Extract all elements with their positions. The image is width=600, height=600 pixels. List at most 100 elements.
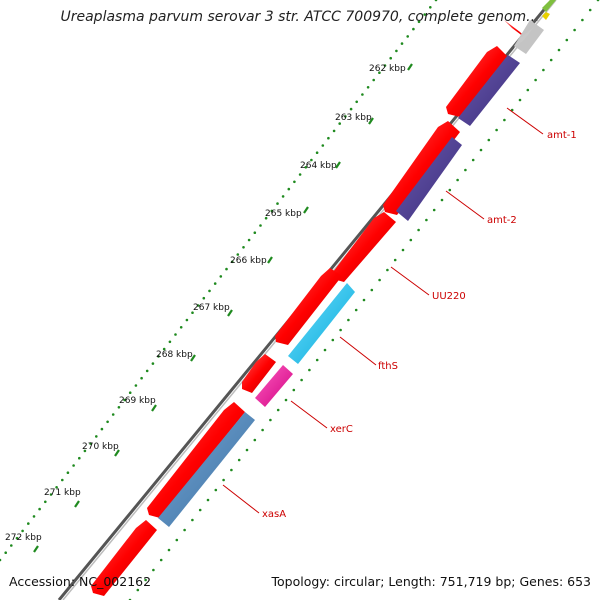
yellow-feature[interactable] bbox=[542, 12, 550, 20]
gene-xasA[interactable] bbox=[158, 412, 255, 527]
kbp-label-266: 266 kbp bbox=[230, 256, 267, 266]
label-fthS[interactable]: fthS bbox=[378, 361, 398, 372]
outer-tick-dot bbox=[434, 0, 438, 2]
outer-tick-dot bbox=[400, 42, 404, 45]
inner-tick-dot bbox=[581, 18, 584, 22]
kbp-tick-266 bbox=[267, 256, 273, 264]
inner-tick-dot bbox=[448, 188, 452, 192]
forward-gene-8[interactable] bbox=[91, 520, 157, 596]
leader-fthS bbox=[339, 336, 377, 366]
forward-gene-7[interactable] bbox=[147, 402, 245, 518]
outer-tick-dot bbox=[162, 347, 166, 351]
forward-gene-3[interactable] bbox=[383, 121, 460, 215]
outer-tick-dot bbox=[327, 136, 330, 140]
leader-xasA bbox=[222, 484, 260, 514]
inner-tick-dot bbox=[487, 138, 491, 142]
outer-tick-dot bbox=[230, 260, 234, 264]
kbp-tick-265 bbox=[303, 206, 309, 214]
leader-UU220 bbox=[390, 266, 430, 296]
reverse-strand-track bbox=[158, 27, 534, 527]
reverse-gene-grey[interactable] bbox=[514, 27, 534, 48]
outer-tick-dot bbox=[310, 158, 313, 162]
inner-tick-dot bbox=[292, 388, 296, 392]
gene-xerC[interactable] bbox=[255, 365, 293, 407]
outer-tick-dot bbox=[61, 478, 64, 482]
grey-feature[interactable] bbox=[514, 20, 544, 54]
inner-tick-dot bbox=[144, 578, 147, 582]
inner-tick-dot bbox=[417, 228, 420, 232]
outer-tick-dot bbox=[242, 246, 245, 249]
forward-gene-4[interactable] bbox=[333, 212, 396, 282]
outer-tick-dot bbox=[406, 35, 410, 38]
inner-tick-dot bbox=[401, 248, 405, 252]
kbp-tick-270 bbox=[114, 449, 120, 457]
inner-tick-dot bbox=[253, 438, 257, 442]
outer-tick-dot bbox=[332, 129, 336, 133]
inner-tick-dot bbox=[479, 148, 483, 152]
outer-tick-dot bbox=[174, 333, 177, 336]
outer-tick-dot bbox=[338, 122, 342, 125]
outer-tick-dot bbox=[315, 151, 319, 154]
inner-tick-dot bbox=[339, 328, 342, 332]
kbp-tick-271 bbox=[74, 500, 80, 508]
kbp-label-271: 271 kbp bbox=[44, 488, 81, 498]
kbp-label-264: 264 kbp bbox=[300, 161, 337, 171]
outer-tick-dot bbox=[344, 115, 347, 118]
label-xerC[interactable]: xerC bbox=[330, 424, 353, 435]
outer-tick-dot bbox=[293, 180, 296, 184]
green-feature[interactable] bbox=[542, 0, 556, 12]
outer-tick-dot bbox=[72, 464, 75, 467]
inner-tick-dot bbox=[284, 398, 288, 402]
inner-tick-dot bbox=[378, 278, 381, 282]
outer-tick-dot bbox=[389, 56, 393, 60]
inner-tick-dot bbox=[549, 58, 553, 62]
inner-tick-dot bbox=[300, 378, 303, 382]
outer-tick-dot bbox=[128, 391, 132, 395]
inner-tick-dot bbox=[393, 258, 397, 262]
inner-tick-dot bbox=[354, 308, 358, 312]
inner-tick-dot bbox=[315, 358, 319, 362]
outer-tick-dot bbox=[32, 515, 36, 518]
label-UU220[interactable]: UU220 bbox=[432, 291, 466, 302]
outer-tick-dot bbox=[44, 500, 47, 504]
kbp-label-268: 268 kbp bbox=[156, 350, 193, 360]
inner-tick-dot bbox=[557, 48, 561, 52]
kbp-tick-262 bbox=[407, 63, 413, 71]
inner-tick-dot bbox=[542, 68, 545, 72]
inner-tick-dot bbox=[518, 98, 522, 102]
outer-tick-dot bbox=[219, 275, 223, 278]
kbp-tick-268 bbox=[190, 354, 196, 362]
leader-amt-2 bbox=[445, 190, 485, 220]
gene-labels: amt-1 amt-2 UU220 fthS xerC xasA bbox=[222, 107, 577, 520]
outer-tick-dot bbox=[27, 522, 30, 525]
outer-tick-dot bbox=[0, 558, 2, 562]
gene-amt-1[interactable] bbox=[458, 55, 520, 126]
forward-gene-2[interactable] bbox=[446, 46, 507, 117]
outer-tick-dot bbox=[49, 493, 53, 496]
kbp-tick-267 bbox=[227, 309, 233, 317]
label-amt-1[interactable]: amt-1 bbox=[547, 130, 577, 141]
inner-tick-dot bbox=[440, 198, 444, 202]
forward-gene-5[interactable] bbox=[275, 268, 342, 345]
label-xasA[interactable]: xasA bbox=[262, 509, 286, 520]
inner-tick-dot bbox=[230, 468, 233, 472]
outer-tick-dot bbox=[247, 238, 251, 242]
outer-tick-dot bbox=[395, 49, 398, 53]
outer-tick-dot bbox=[10, 544, 13, 547]
inner-tick-dot bbox=[245, 448, 249, 452]
leader-amt-1 bbox=[506, 107, 544, 135]
genome-summary-text: Topology: circular; Length: 751,719 bp; … bbox=[271, 574, 592, 589]
outer-tick-dot bbox=[145, 369, 149, 373]
forward-gene-6[interactable] bbox=[242, 354, 276, 393]
outer-tick-dot bbox=[106, 420, 109, 424]
gene-fthS[interactable] bbox=[288, 283, 355, 364]
gene-amt-2[interactable] bbox=[396, 137, 462, 221]
inner-tick-dot bbox=[183, 528, 186, 532]
outer-tick-dot bbox=[202, 296, 206, 300]
inner-tick-dot bbox=[237, 458, 241, 462]
outer-tick-dot bbox=[38, 507, 41, 511]
label-amt-2[interactable]: amt-2 bbox=[487, 215, 517, 226]
kbp-tick-263 bbox=[368, 117, 374, 125]
inner-tick-dot bbox=[331, 338, 335, 342]
